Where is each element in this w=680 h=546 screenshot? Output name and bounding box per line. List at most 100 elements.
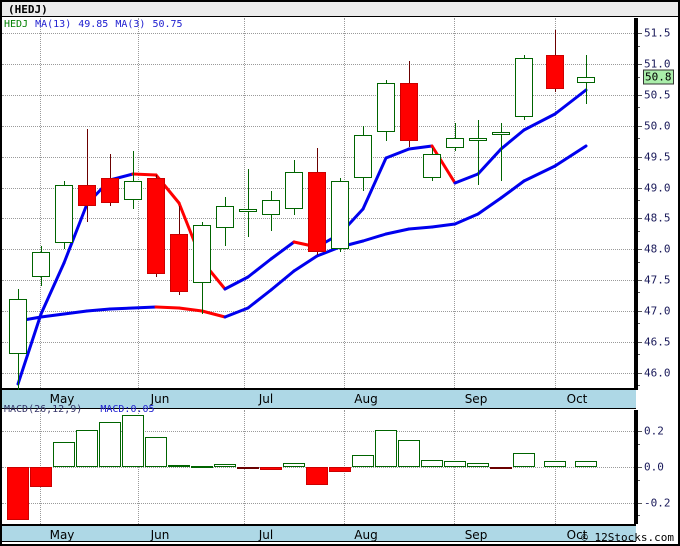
macd-axis-label: 0.0 xyxy=(644,460,664,474)
month-label-macd: May xyxy=(49,528,75,542)
price-chart-panel[interactable] xyxy=(2,18,636,392)
macd-bar xyxy=(398,440,420,467)
ma-fast-line xyxy=(269,240,296,261)
y-axis-spine xyxy=(636,18,638,390)
ma-slow-line xyxy=(200,309,227,319)
last-price-badge: 50.8 xyxy=(643,69,674,85)
candle-body xyxy=(9,298,27,355)
ma-slow-line xyxy=(108,306,135,311)
y-axis-tick xyxy=(636,64,642,66)
macd-bar xyxy=(122,415,144,467)
y-axis-tick xyxy=(636,33,642,35)
month-label-price: Oct xyxy=(566,392,588,406)
month-label-price: Aug xyxy=(354,392,378,406)
legend-ma3-label: MA(3) xyxy=(115,19,146,30)
ma-slow-line xyxy=(62,309,89,316)
x-axis-months-price: May Jun Jul Aug Sep Oct xyxy=(2,390,636,409)
candle-body xyxy=(285,172,303,210)
ma-slow-line xyxy=(154,305,181,310)
y-axis-tick-minor xyxy=(636,384,640,386)
candle-body xyxy=(546,55,564,89)
y-axis-label: 46.0 xyxy=(644,366,671,380)
ma-slow-line xyxy=(453,212,480,226)
macd-bar xyxy=(467,462,489,467)
y-axis-tick-minor xyxy=(636,76,640,78)
y-axis-tick-minor xyxy=(636,199,640,201)
candle-wick xyxy=(455,122,456,151)
macd-bar xyxy=(444,461,466,467)
ma-slow-line xyxy=(553,144,588,168)
candle-wick xyxy=(87,129,88,222)
macd-axis-tick xyxy=(636,431,642,433)
candle-body xyxy=(400,82,418,142)
legend-symbol: HEDJ xyxy=(4,19,29,30)
ma-slow-line xyxy=(177,306,204,313)
ma-fast-line xyxy=(476,147,503,176)
legend-ma13-label: MA(13) xyxy=(35,19,72,30)
ma-fast-line xyxy=(384,147,411,160)
y-axis-tick-minor xyxy=(636,230,640,232)
candle-wick xyxy=(133,150,134,210)
ma-fast-line xyxy=(553,88,588,116)
y-axis-tick-minor xyxy=(636,45,640,47)
ma-slow-line xyxy=(499,179,526,200)
macd-bar xyxy=(544,460,566,467)
macd-y-axis: 0.2 0.0 -0.2 xyxy=(636,410,678,524)
y-axis-tick xyxy=(636,341,642,343)
ma-slow-line xyxy=(361,232,388,243)
macd-bar xyxy=(237,467,259,469)
macd-axis-tick-minor xyxy=(636,443,640,445)
macd-axis-tick xyxy=(636,502,642,504)
ma-fast-line xyxy=(430,144,457,185)
y-axis-tick-minor xyxy=(636,323,640,325)
month-label-macd: Jun xyxy=(150,528,170,542)
candle-body xyxy=(170,233,188,293)
macd-axis-tick-minor xyxy=(636,479,640,481)
candle-body xyxy=(308,172,326,253)
macd-legend-value: MACD:0.05 xyxy=(100,404,155,415)
y-axis-label: 50.0 xyxy=(644,119,671,133)
candle-body xyxy=(469,138,487,142)
candle-body xyxy=(216,206,234,228)
ma-fast-line xyxy=(361,156,388,211)
ma-slow-line xyxy=(39,312,66,319)
candle-body xyxy=(423,153,441,179)
y-axis-tick xyxy=(636,187,642,189)
ma-fast-line xyxy=(131,172,158,177)
y-axis-tick xyxy=(636,156,642,158)
macd-bar xyxy=(99,422,121,467)
y-axis-label: 46.5 xyxy=(644,335,671,349)
ma-fast-line xyxy=(39,261,66,316)
y-axis-tick xyxy=(636,218,642,220)
ma-slow-line xyxy=(522,164,557,183)
candle-body xyxy=(124,181,142,200)
macd-bar xyxy=(513,452,535,467)
macd-bar xyxy=(191,465,213,468)
candle-body xyxy=(377,82,395,133)
candle-wick xyxy=(478,119,479,185)
macd-chart-panel[interactable] xyxy=(2,410,636,524)
gridline-h xyxy=(2,502,634,504)
ma-slow-line xyxy=(430,222,457,229)
candle-body xyxy=(78,184,96,207)
ma-fast-line xyxy=(246,257,273,279)
macd-bar xyxy=(145,436,167,467)
macd-bar xyxy=(7,467,29,521)
macd-bar xyxy=(53,442,75,467)
ma-slow-line xyxy=(384,227,411,236)
candle-body xyxy=(331,181,349,250)
macd-bar xyxy=(76,429,98,467)
candle-wick xyxy=(501,122,502,182)
macd-bar xyxy=(306,467,328,485)
y-axis-label: 51.0 xyxy=(644,57,671,71)
y-axis-label: 48.0 xyxy=(644,242,671,256)
macd-bar xyxy=(30,467,52,487)
footer-credit: © 12Stocks.com xyxy=(581,531,674,544)
ma-slow-line xyxy=(269,269,296,292)
y-axis-tick-minor xyxy=(636,261,640,263)
y-axis-label: 48.5 xyxy=(644,211,671,225)
macd-bar xyxy=(168,464,190,467)
ma-fast-line xyxy=(407,144,434,151)
title-bar: (HEDJ) xyxy=(2,2,678,17)
